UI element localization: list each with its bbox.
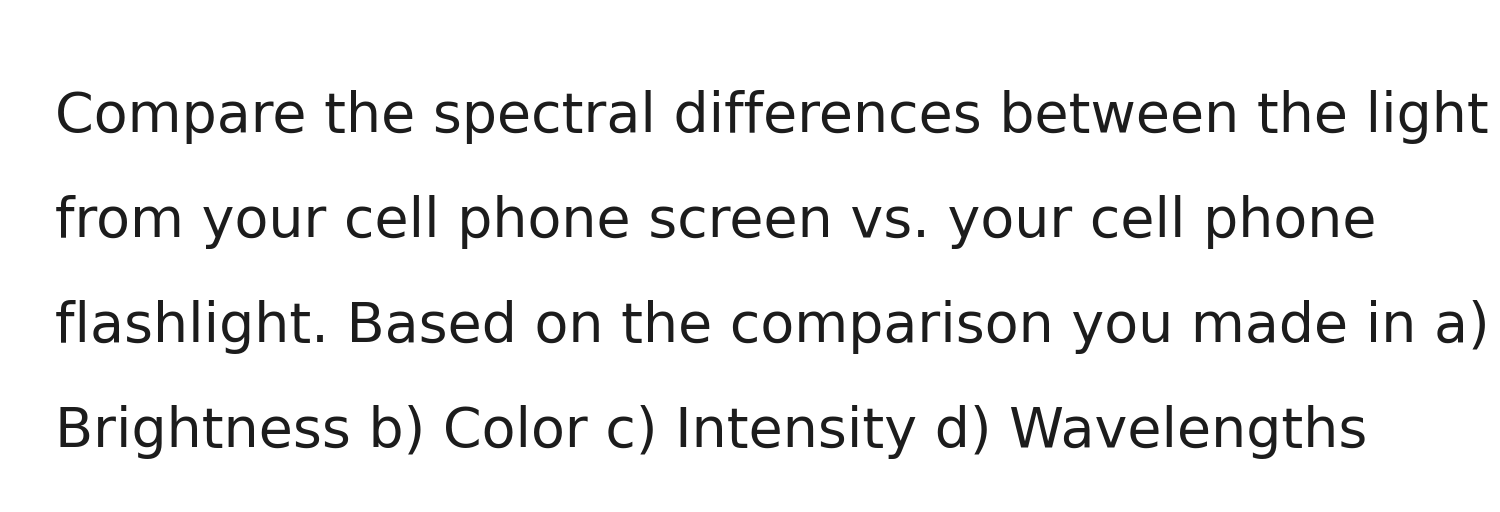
Text: flashlight. Based on the comparison you made in a): flashlight. Based on the comparison you …	[56, 300, 1490, 354]
Text: Compare the spectral differences between the light: Compare the spectral differences between…	[56, 90, 1488, 144]
Text: Brightness b) Color c) Intensity d) Wavelengths: Brightness b) Color c) Intensity d) Wave…	[56, 405, 1368, 459]
Text: from your cell phone screen vs. your cell phone: from your cell phone screen vs. your cel…	[56, 195, 1377, 249]
